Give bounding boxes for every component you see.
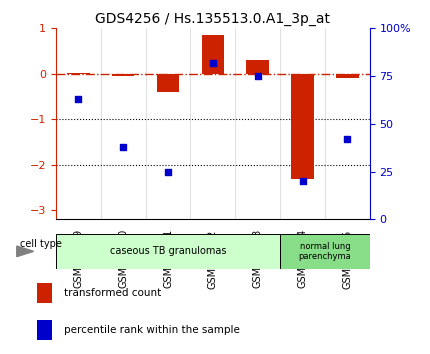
Point [254,73,261,79]
Bar [56,234,280,269]
Point [209,60,216,65]
Bar [246,60,269,74]
Bar [112,74,135,76]
Bar [37,283,52,303]
Point [299,178,306,184]
Bar [37,320,52,340]
Point [75,96,82,102]
Text: caseous TB granulomas: caseous TB granulomas [110,246,226,256]
Bar [202,35,224,74]
Point [165,169,172,175]
Point [120,144,126,150]
Bar [292,74,314,178]
Text: percentile rank within the sample: percentile rank within the sample [64,325,240,335]
Bar [336,74,359,78]
Text: cell type: cell type [19,239,61,249]
Text: transformed count: transformed count [64,288,161,298]
Bar [157,74,179,92]
Bar [280,234,370,269]
Point [344,136,351,142]
Bar [67,73,89,74]
Polygon shape [17,246,34,257]
Title: GDS4256 / Hs.135513.0.A1_3p_at: GDS4256 / Hs.135513.0.A1_3p_at [95,12,330,26]
Text: normal lung
parenchyma: normal lung parenchyma [298,242,351,261]
